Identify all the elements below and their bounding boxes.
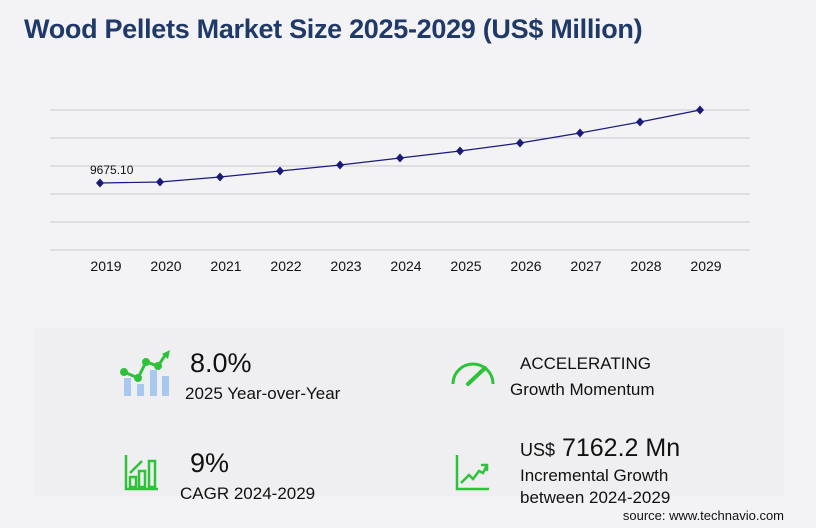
currency-prefix: US$ <box>520 440 556 460</box>
data-point <box>696 105 704 115</box>
data-label: 9675.10 <box>90 163 134 177</box>
data-point <box>636 117 644 127</box>
yoy-value: 8.0% <box>190 348 252 378</box>
x-tick-label: 2024 <box>390 258 421 274</box>
stats-panel <box>34 328 784 496</box>
data-point <box>456 146 464 156</box>
yoy-label: 2025 Year-over-Year <box>185 384 341 403</box>
bar-line-growth-icon <box>120 350 170 396</box>
data-point <box>396 153 404 163</box>
cagr-label: CAGR 2024-2029 <box>180 484 316 503</box>
chart-title: Wood Pellets Market Size 2025-2029 (US$ … <box>24 14 643 44</box>
x-tick-label: 2028 <box>630 258 661 274</box>
data-point <box>276 166 284 176</box>
data-point <box>576 128 584 138</box>
incremental-amount: 7162.2 Mn <box>561 434 681 462</box>
x-tick-label: 2027 <box>570 258 601 274</box>
line-chart: 2019 2020 2021 2022 2023 2024 2025 2026 2027 2028… <box>50 105 750 274</box>
data-point <box>336 160 344 170</box>
data-point <box>156 177 164 187</box>
momentum-value: ACCELERATING <box>520 354 651 373</box>
data-point <box>516 138 524 148</box>
incremental-label-2: between 2024-2029 <box>520 488 671 507</box>
x-tick-label: 2029 <box>690 258 721 274</box>
x-tick-label: 2026 <box>510 258 541 274</box>
momentum-label: Growth Momentum <box>510 380 655 399</box>
bar-chart-icon <box>124 455 158 491</box>
incremental-value: US$ 7162.2 Mn <box>520 434 680 463</box>
x-tick-label: 2020 <box>150 258 181 274</box>
speedometer-icon <box>451 362 495 386</box>
x-tick-label: 2025 <box>450 258 481 274</box>
x-tick-label: 2019 <box>90 258 121 274</box>
incremental-label-1: Incremental Growth <box>520 466 669 485</box>
x-tick-label: 2021 <box>210 258 241 274</box>
trend-up-icon <box>455 455 489 491</box>
x-tick-label: 2022 <box>270 258 301 274</box>
data-point <box>96 178 104 188</box>
series-line <box>99 109 701 184</box>
x-tick-label: 2023 <box>330 258 361 274</box>
source-note: source: www.technavio.com <box>622 508 784 523</box>
data-point <box>216 172 224 182</box>
cagr-value: 9% <box>190 448 230 478</box>
